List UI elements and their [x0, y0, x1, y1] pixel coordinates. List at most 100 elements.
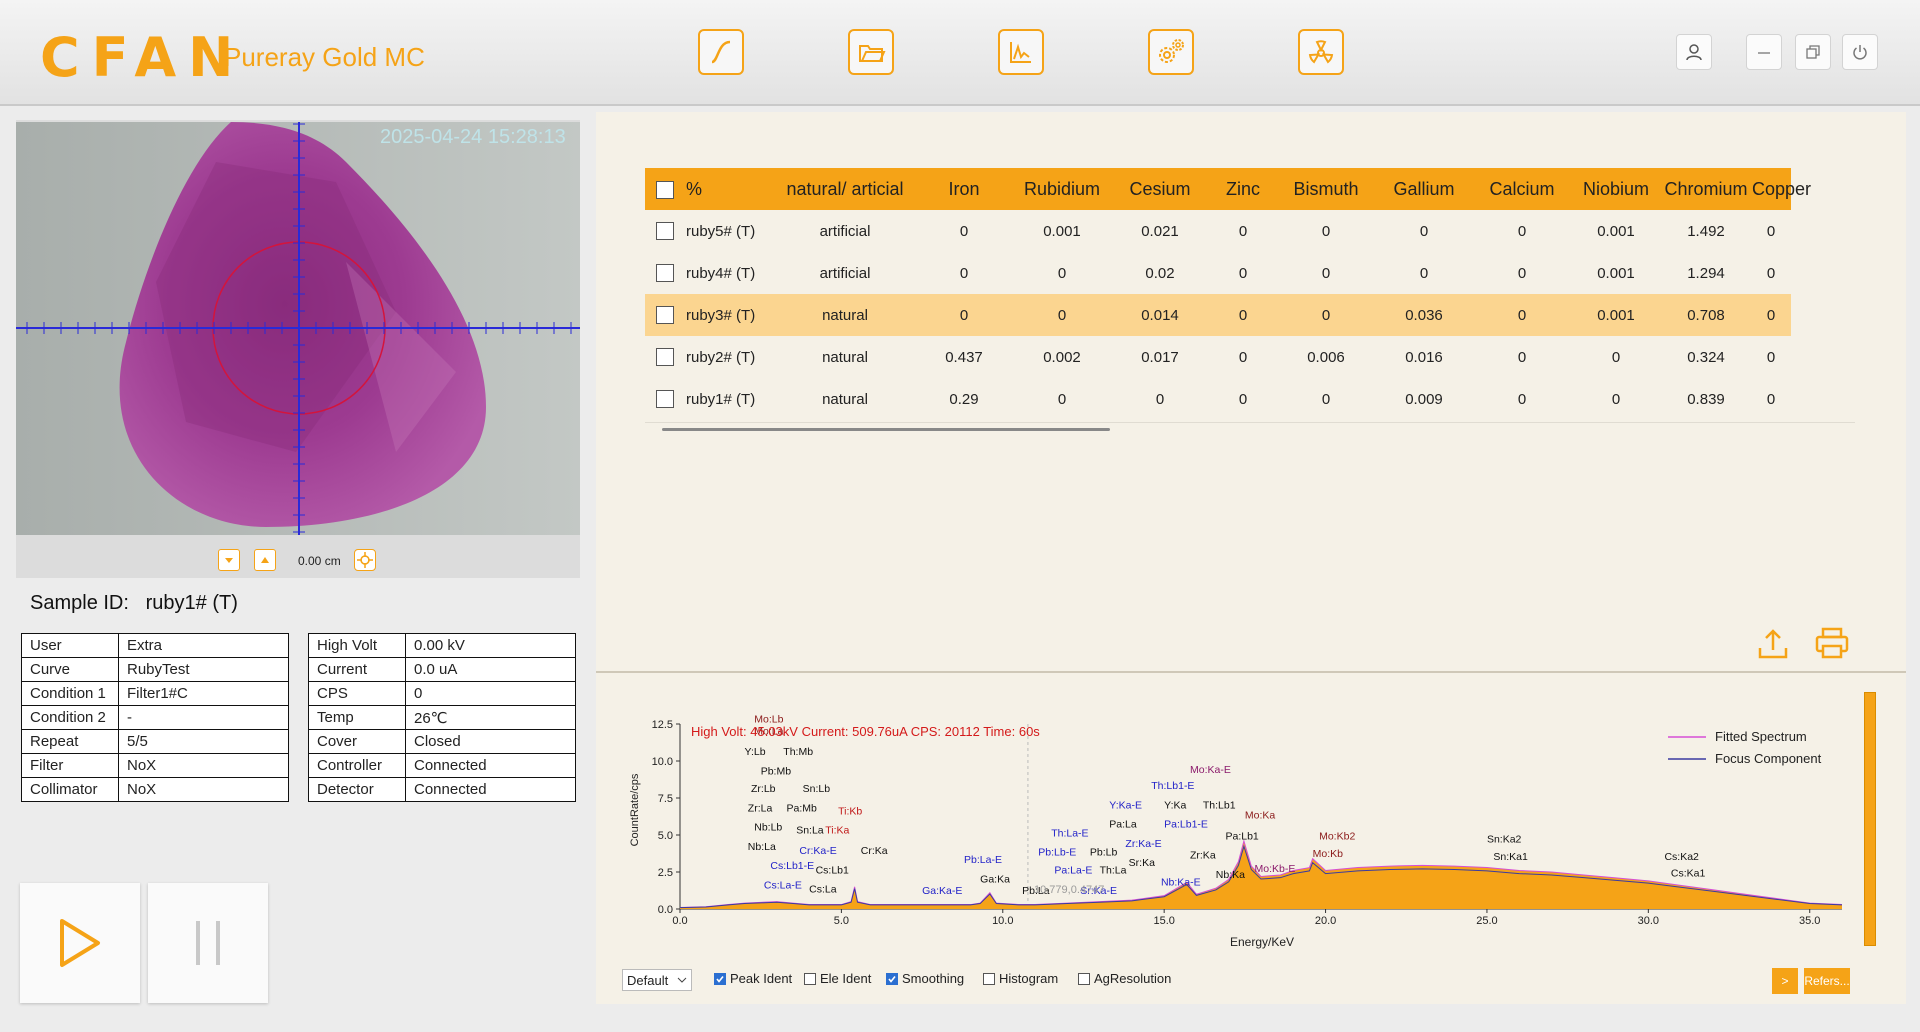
arrow-up-icon [261, 557, 269, 563]
peak-label: Pb:Lb-E [1038, 847, 1076, 859]
element-value-cell: 0 [1517, 390, 1527, 408]
option-checkbox[interactable]: Ele Ident [804, 971, 871, 986]
origin-cell: artificial [819, 222, 871, 240]
column-header[interactable]: Cesium [1111, 168, 1209, 210]
move-down-button[interactable] [218, 549, 240, 571]
element-value-cell: 0 [1766, 264, 1776, 282]
status-row: Controller Connected [308, 753, 576, 778]
pause-button[interactable] [148, 883, 268, 1003]
option-checkbox[interactable]: Histogram [983, 971, 1058, 986]
info-value: - [118, 705, 289, 730]
export-button[interactable] [1756, 626, 1790, 665]
element-value-cell: 0.017 [1141, 348, 1179, 366]
row-checkbox[interactable] [645, 252, 685, 294]
option-checkbox[interactable]: AgResolution [1078, 971, 1171, 986]
peak-label: Cs:Ka1 [1671, 867, 1706, 879]
peak-label: Sn:Lb [803, 783, 831, 795]
option-checkbox[interactable]: Smoothing [886, 971, 964, 986]
restore-button[interactable] [1795, 34, 1831, 70]
element-value-cell: 0.009 [1405, 390, 1443, 408]
pause-icon [196, 921, 220, 965]
option-label: Smoothing [902, 971, 965, 986]
next-button[interactable]: > [1772, 968, 1798, 994]
curve-button[interactable] [698, 29, 744, 75]
unchecked-icon [983, 972, 995, 985]
spectrum-chart[interactable]: 0.0 5.0 10.0 15.0 20.0 25.0 30.0 35.0 0.0 2.5 5.0 7… [596, 695, 1862, 955]
spectrum-button[interactable] [998, 29, 1044, 75]
user-button[interactable] [1676, 34, 1712, 70]
result-row[interactable]: ruby1# (T) natural 0.29 0 0 0 0 0.009 0 0 0.839 0 [645, 378, 1791, 420]
y-tick-label: 2.5 [658, 867, 673, 879]
preset-select[interactable]: Default [622, 969, 692, 991]
info-value: RubyTest [118, 657, 289, 682]
column-header[interactable]: natural/ articial [775, 168, 915, 210]
column-header[interactable]: Bismuth [1277, 168, 1375, 210]
column-header[interactable]: Chromium [1661, 168, 1751, 210]
open-folder-button[interactable] [848, 29, 894, 75]
status-value: Connected [405, 777, 576, 802]
element-value-cell: 0.001 [1597, 264, 1635, 282]
peak-label: Y:Ka-E [1109, 799, 1142, 811]
minimize-button[interactable] [1746, 34, 1782, 70]
move-up-button[interactable] [254, 549, 276, 571]
column-header[interactable]: Rubidium [1013, 168, 1111, 210]
option-checkbox[interactable]: Peak Ident [714, 971, 792, 986]
crosshair-icon [357, 552, 373, 568]
column-header[interactable]: Iron [915, 168, 1013, 210]
column-header[interactable]: Zinc [1209, 168, 1277, 210]
result-row[interactable]: ruby4# (T) artificial 0 0 0.02 0 0 0 0 0.001 1.294… [645, 252, 1791, 294]
crosshair-button[interactable] [354, 549, 376, 571]
print-button[interactable] [1814, 626, 1850, 665]
title-bar: CFAN Pureray Gold MC [0, 0, 1920, 106]
element-value-cell: 0 [1238, 264, 1248, 282]
row-checkbox[interactable] [645, 210, 685, 252]
info-key: Curve [21, 657, 119, 682]
peak-label: Th:Lb1-E [1151, 780, 1194, 792]
element-value-cell: 1.492 [1687, 222, 1725, 240]
column-header[interactable]: Calcium [1473, 168, 1571, 210]
column-header[interactable]: Copper [1751, 168, 1811, 210]
peak-label: Th:Lb1 [1203, 799, 1236, 811]
chart-vertical-scrollbar[interactable] [1864, 692, 1876, 946]
select-all-checkbox[interactable] [645, 168, 685, 210]
column-header[interactable]: Gallium [1375, 168, 1473, 210]
printer-icon [1815, 627, 1849, 659]
sample-id: Sample ID: ruby1# (T) [30, 592, 238, 615]
start-button[interactable] [20, 883, 140, 1003]
element-value-cell: 0 [1209, 294, 1277, 336]
peak-label: Mo:Lb [754, 714, 783, 726]
camera-view[interactable] [16, 122, 580, 535]
column-header[interactable]: % [685, 168, 775, 210]
peak-label: Pa:Lb1-E [1164, 819, 1208, 831]
settings-button[interactable] [1148, 29, 1194, 75]
info-key: Collimator [21, 777, 119, 802]
row-checkbox[interactable] [645, 294, 685, 336]
checked-icon [886, 972, 898, 985]
peak-label: Ga:Ka-E [922, 885, 962, 897]
column-header[interactable]: Niobium [1571, 168, 1661, 210]
row-checkbox[interactable] [645, 378, 685, 420]
camera-controls [16, 535, 580, 578]
y-tick-label: 12.5 [652, 719, 673, 731]
result-row[interactable]: ruby3# (T) natural 0 0 0.014 0 0 0.036 0 0.001 0.7… [645, 294, 1791, 336]
peak-label: Sn:Ka2 [1487, 833, 1522, 845]
restore-icon [1806, 45, 1820, 59]
status-row: Current 0.0 uA [308, 657, 576, 682]
result-row[interactable]: ruby2# (T) natural 0.437 0.002 0.017 0 0.006 0.… [645, 336, 1791, 378]
option-label: Ele Ident [820, 971, 872, 986]
element-value-cell: 0.001 [1043, 222, 1081, 240]
element-value-cell: 0 [1013, 294, 1111, 336]
result-row[interactable]: ruby5# (T) artificial 0 0.001 0.021 0 0 0 0 0.001… [645, 210, 1791, 252]
power-button[interactable] [1842, 34, 1878, 70]
radiation-button[interactable] [1298, 29, 1344, 75]
element-value-cell: 0 [1766, 348, 1776, 366]
element-value-cell: 0.708 [1661, 294, 1751, 336]
peak-label: Cs:Ka2 [1664, 851, 1699, 863]
horizontal-scrollbar[interactable] [662, 428, 1110, 431]
peak-label: Pa:Lb1 [1225, 830, 1258, 842]
status-row: CPS 0 [308, 681, 576, 706]
row-checkbox[interactable] [645, 336, 685, 378]
reference-button[interactable]: Refers... [1804, 968, 1850, 994]
element-value-cell: 0 [1766, 390, 1776, 408]
x-tick-label: 35.0 [1799, 915, 1820, 927]
